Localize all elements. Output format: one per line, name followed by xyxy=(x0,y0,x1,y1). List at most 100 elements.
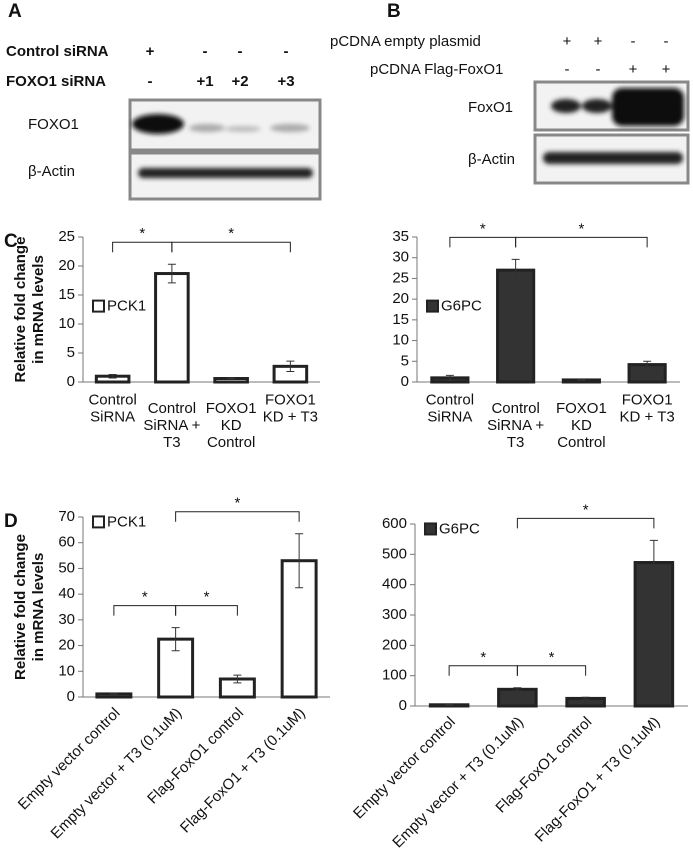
x-tick-label: Empty vector control xyxy=(15,705,124,814)
x-tick-label: Control SiRNA + T3 xyxy=(143,400,200,451)
row-label: pCDNA Flag-FoxO1 xyxy=(370,61,503,78)
y-tick-label: 25 xyxy=(392,269,409,286)
legend-swatch xyxy=(92,299,105,313)
lane-mark: - xyxy=(596,61,601,78)
error-bar xyxy=(649,539,658,586)
x-tick-label: Empty vector + T3 (0.1uM) xyxy=(48,705,186,843)
bar xyxy=(280,559,318,699)
y-tick-label: 30 xyxy=(392,249,409,266)
significance-label: * xyxy=(549,649,555,666)
error-bar xyxy=(581,696,590,701)
band-label: β-Actin xyxy=(28,163,75,180)
y-tick-label: 15 xyxy=(58,286,75,303)
x-tick-label: Control SiRNA xyxy=(426,391,474,425)
significance-bracket xyxy=(448,665,518,676)
band-label: β-Actin xyxy=(468,151,515,168)
x-tick-label: Empty vector + T3 (0.1uM) xyxy=(389,714,527,852)
bands xyxy=(132,114,313,178)
error-bar xyxy=(233,674,242,684)
y-tick-label: 15 xyxy=(392,311,409,328)
lane-mark: +1 xyxy=(196,73,213,90)
bar xyxy=(633,561,675,708)
error-bar xyxy=(577,379,586,381)
y-tick-label: 20 xyxy=(392,290,409,307)
error-bar xyxy=(295,533,304,589)
panel-letter: C xyxy=(4,231,18,252)
significance-label: * xyxy=(578,220,584,237)
lane-mark: - xyxy=(203,43,208,60)
lane-mark: + xyxy=(629,61,638,78)
error-bar xyxy=(227,377,236,380)
row-label: pCDNA empty plasmid xyxy=(330,33,481,50)
significance-bracket xyxy=(171,241,291,253)
band xyxy=(582,99,612,113)
lane-mark: - xyxy=(664,33,669,50)
x-tick-label: Flag-FoxO1 + T3 (0.1uM) xyxy=(177,705,309,837)
y-tick-label: 0 xyxy=(67,688,75,705)
lane-mark: - xyxy=(284,43,289,60)
error-bar xyxy=(171,627,180,652)
row-label: Control siRNA xyxy=(6,43,109,60)
band xyxy=(225,126,261,132)
bar xyxy=(497,687,538,708)
band xyxy=(138,168,313,178)
error-bar xyxy=(643,360,652,369)
y-tick-label: 200 xyxy=(382,636,407,653)
significance-bracket xyxy=(449,236,517,248)
x-tick-label: Control SiRNA + T3 xyxy=(487,400,544,451)
error-bar xyxy=(286,360,295,373)
band-label: FoxO1 xyxy=(468,99,513,116)
bar xyxy=(496,268,536,384)
band xyxy=(132,114,184,134)
significance-label: * xyxy=(228,225,234,242)
legend-swatch xyxy=(92,515,105,529)
lane-mark: - xyxy=(565,61,570,78)
band xyxy=(612,88,684,126)
lane-mark: - xyxy=(148,73,153,90)
legend-swatch xyxy=(424,522,437,536)
band-label: FOXO1 xyxy=(28,116,79,133)
legend-label: PCK1 xyxy=(107,298,146,315)
row-label: FOXO1 siRNA xyxy=(6,73,106,90)
y-axis-label: Relative fold changein mRNA levels xyxy=(12,534,47,680)
error-bar xyxy=(445,703,454,706)
y-tick-label: 300 xyxy=(382,606,407,623)
error-bar xyxy=(108,373,117,379)
x-tick-label: Control SiRNA xyxy=(88,391,136,425)
band xyxy=(189,124,225,132)
y-tick-label: 100 xyxy=(382,667,407,684)
lane-marks: + - - - - +1 +2 +3 xyxy=(146,43,295,90)
significance-bracket xyxy=(175,511,300,522)
y-tick-label: 70 xyxy=(58,508,75,525)
panel-letter: B xyxy=(387,1,401,22)
significance-label: * xyxy=(480,649,486,666)
lane-mark: + xyxy=(563,33,572,50)
error-bar xyxy=(511,258,520,282)
y-tick-label: 10 xyxy=(58,662,75,679)
y-tick-label: 600 xyxy=(382,515,407,532)
y-tick-label: 20 xyxy=(58,637,75,654)
legend-label: PCK1 xyxy=(107,513,146,530)
y-tick-label: 10 xyxy=(58,315,75,332)
legend-swatch xyxy=(426,299,439,313)
y-tick-label: 5 xyxy=(401,352,409,369)
lane-mark: - xyxy=(238,43,243,60)
band xyxy=(543,152,683,164)
y-tick-label: 35 xyxy=(392,228,409,245)
x-tick-label: FOXO1 KD Control xyxy=(556,400,607,451)
error-bar xyxy=(109,692,118,696)
panel-letter: A xyxy=(8,1,22,22)
y-tick-label: 5 xyxy=(67,344,75,361)
bands xyxy=(543,88,684,164)
lane-mark: + xyxy=(594,33,603,50)
y-axis-label: Relative fold changein mRNA levels xyxy=(12,237,47,383)
significance-label: * xyxy=(583,501,589,518)
significance-label: * xyxy=(139,225,145,242)
lane-mark: + xyxy=(146,43,155,60)
y-tick-label: 500 xyxy=(382,545,407,562)
y-tick-label: 30 xyxy=(58,611,75,628)
y-tick-label: 50 xyxy=(58,559,75,576)
y-tick-label: 40 xyxy=(58,585,75,602)
panel-letter: D xyxy=(4,511,18,532)
significance-bracket xyxy=(516,665,587,676)
